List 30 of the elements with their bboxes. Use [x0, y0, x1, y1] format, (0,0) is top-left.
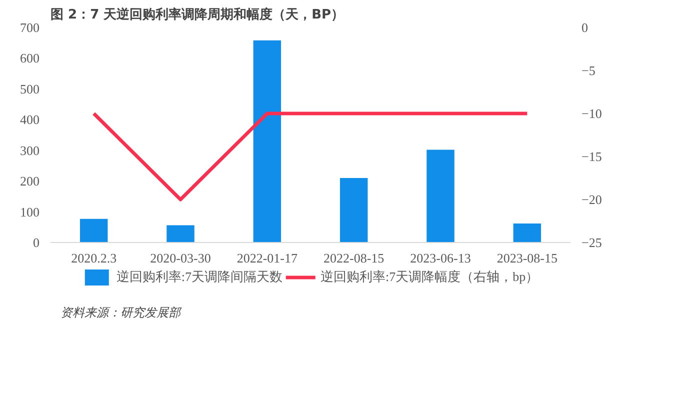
y-tick-label: 700: [20, 20, 40, 35]
bar: [253, 40, 282, 242]
y2-tick-label: −20: [582, 192, 602, 207]
bar: [340, 178, 368, 242]
y-tick-label: 300: [20, 142, 40, 158]
bar: [513, 223, 542, 242]
bar: [80, 218, 108, 242]
x-tick-label: 2022-01-17: [236, 250, 298, 266]
y2-tick-label: −5: [582, 63, 596, 78]
legend-label: 逆回购利率:7天调降幅度（右轴，bp）: [320, 268, 539, 286]
bar: [166, 225, 194, 242]
x-tick-label: 2020-03-30: [150, 250, 211, 266]
x-tick-label: 2023-06-13: [410, 250, 471, 266]
x-tick-label: 2022-08-15: [324, 250, 384, 266]
y2-tick-label: −25: [582, 235, 602, 250]
y-tick-label: 400: [20, 112, 40, 128]
y-tick-label: 100: [20, 204, 40, 220]
x-tick-label: 2020.2.3: [71, 250, 117, 266]
text: 资料来源：研究发展部: [60, 306, 182, 320]
y-tick-label: 200: [20, 174, 40, 189]
chart-title: 图 2：7 天逆回购利率调降周期和幅度（天，BP）: [50, 6, 344, 22]
y2-tick-label: 0: [582, 20, 588, 35]
bar: [426, 150, 454, 242]
y2-tick-label: −10: [582, 106, 602, 121]
y-tick-label: 0: [33, 235, 40, 250]
legend-label: 逆回购利率:7天调降间隔天数: [116, 268, 282, 286]
y-tick-label: 500: [20, 81, 40, 96]
y2-tick-label: −15: [582, 149, 602, 164]
x-tick-label: 2023-08-15: [496, 250, 558, 266]
y-tick-label: 600: [20, 50, 40, 66]
